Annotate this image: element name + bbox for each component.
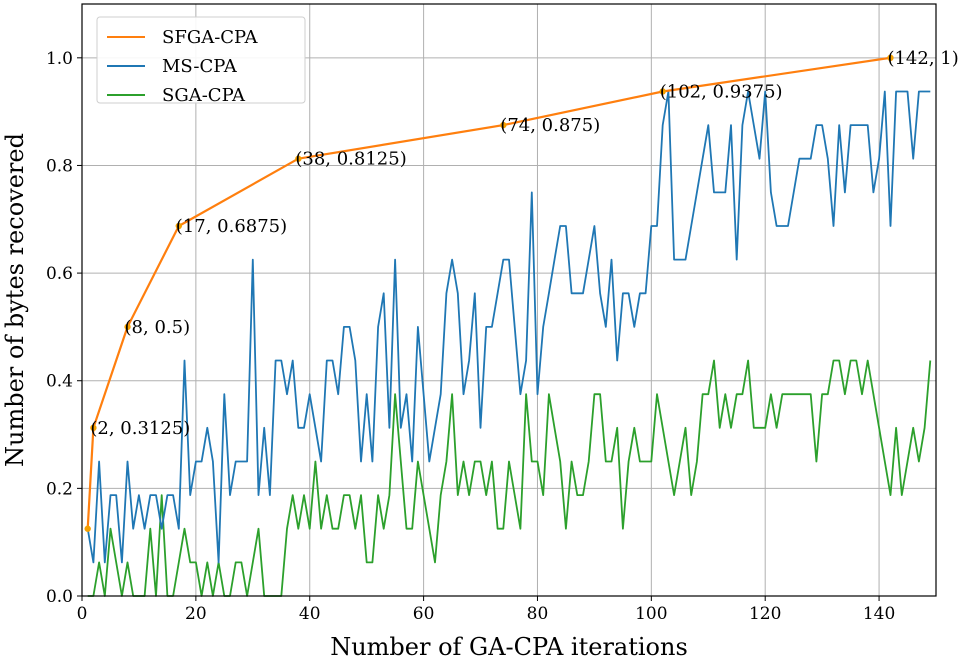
legend-label: SFGA-CPA [162, 27, 259, 48]
x-tick-label: 100 [635, 604, 667, 624]
y-axis-ticks: 0.0 0.2 0.4 0.6 0.8 1.0 [46, 49, 82, 607]
x-tick-label: 40 [299, 604, 321, 624]
grid-lines [81, 4, 936, 597]
y-tick-label: 0.2 [46, 479, 73, 499]
x-tick-label: 140 [863, 604, 895, 624]
series-point [887, 54, 894, 62]
point-annotation: (8, 0.5) [125, 317, 191, 338]
point-annotations: (2, 0.3125) (8, 0.5) (17, 0.6875) (38, 0.81… [90, 48, 958, 439]
series-lines [86, 56, 932, 597]
legend-label: MS-CPA [162, 56, 238, 77]
x-tick-label: 20 [185, 604, 207, 624]
point-annotation: (142, 1) [887, 48, 958, 69]
point-annotation: (74, 0.875) [500, 115, 600, 136]
y-tick-label: 0.0 [46, 587, 73, 607]
series-point [84, 525, 91, 532]
y-tick-label: 0.6 [46, 264, 73, 284]
series-point [90, 424, 97, 432]
point-annotation: (2, 0.3125) [90, 418, 190, 439]
legend-label: SGA-CPA [162, 85, 246, 106]
x-tick-label: 80 [527, 604, 549, 624]
x-axis-ticks: 0 20 40 60 80 100 120 140 [77, 596, 895, 624]
y-tick-label: 0.8 [46, 156, 73, 176]
x-tick-label: 0 [77, 604, 88, 624]
legend: SFGA-CPA MS-CPA SGA-CPA [96, 16, 306, 106]
series-point [124, 323, 131, 331]
x-tick-label: 120 [749, 604, 781, 624]
x-axis-title: Number of GA-CPA iterations [330, 633, 688, 661]
series-markers [84, 54, 894, 532]
y-axis-title: Number of bytes recovered [1, 133, 29, 467]
series-point [500, 121, 507, 129]
x-tick-label: 60 [413, 604, 435, 624]
point-annotation: (38, 0.8125) [295, 149, 406, 170]
legend-box [96, 16, 306, 104]
series-line-sfga-cpa [86, 56, 891, 529]
plot-frame [81, 3, 937, 597]
y-tick-label: 1.0 [46, 49, 73, 69]
series-point [659, 88, 666, 95]
series-line-ms-cpa [86, 90, 931, 564]
series-point [295, 155, 302, 162]
point-annotation: (102, 0.9375) [660, 81, 783, 102]
point-annotation: (17, 0.6875) [176, 216, 287, 237]
series-point [175, 222, 182, 230]
y-tick-label: 0.4 [46, 372, 73, 392]
